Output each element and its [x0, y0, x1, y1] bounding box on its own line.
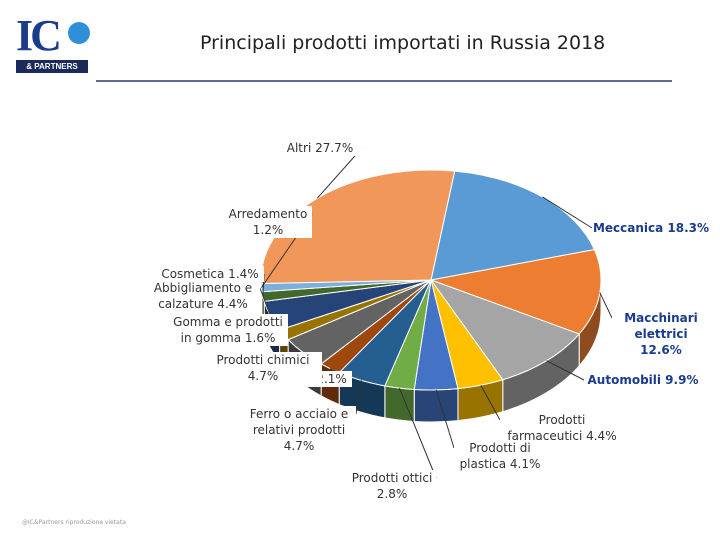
leader-line-altri: [317, 147, 363, 199]
label-altri: Altri 27.7%: [278, 140, 362, 156]
leader-line-ferro-o-acciaio-e-relativi-prodotti: [355, 380, 362, 415]
pie-side-prodotti-di-plastica: [413, 388, 459, 423]
page-title: Principali prodotti importati in Russia …: [200, 32, 606, 54]
logo-subtitle: & PARTNERS: [16, 60, 88, 73]
leader-line-abbigliamento-e-calzature: [259, 287, 271, 317]
label-prodotti-chimici: Prodotti chimici 4.7%: [204, 352, 322, 384]
leader-line-prodotti-di-plastica: [435, 389, 455, 449]
label-gomma-e-prodotti-in-gomma: Gomma e prodotti in gomma 1.6%: [168, 314, 288, 346]
leader-line-automobili: [546, 360, 585, 381]
label-ferro-o-acciaio-e-relativi-prodotti: Ferro o acciaio e relativi prodotti 4.7%: [242, 406, 356, 454]
label-prodotti-ottici: Prodotti ottici 2.8%: [348, 470, 436, 502]
leader-line-prodotti-farmaceutici: [480, 384, 501, 421]
label-automobili: Automobili 9.9%: [584, 372, 702, 388]
leader-line-meccanica: [542, 196, 593, 229]
logo-dot-icon: [68, 22, 90, 44]
label-prodotti-di-plastica: Prodotti di plastica 4.1%: [454, 440, 546, 472]
footer-note: @IC&Partners riproduzione vietata: [22, 519, 126, 526]
pie-slice-macchinari-elettrici: [429, 249, 602, 335]
leader-line-prodotti-ottici: [398, 387, 437, 479]
logo-letters: IC: [16, 11, 62, 60]
label-cosmetica: Cosmetica 1.4%: [156, 266, 264, 282]
leader-line-macchinari-elettrici: [599, 292, 613, 319]
company-logo: IC & PARTNERS: [16, 11, 90, 74]
label-abbigliamento-e-calzature: Abbigliamento e calzature 4.4%: [146, 280, 260, 312]
pie-side-prodotti-ottici: [384, 385, 415, 422]
title-divider: [96, 80, 672, 82]
label-prodotti-farmaceutici: Prodotti farmaceutici 4.4%: [500, 412, 624, 444]
label-meccanica: Meccanica 18.3%: [592, 220, 710, 236]
label-arredamento: Arredamento 1.2%: [224, 206, 312, 238]
label-macchinari-elettrici: Macchinari elettrici 12.6%: [612, 310, 710, 358]
pie-slice-meccanica: [430, 170, 596, 281]
